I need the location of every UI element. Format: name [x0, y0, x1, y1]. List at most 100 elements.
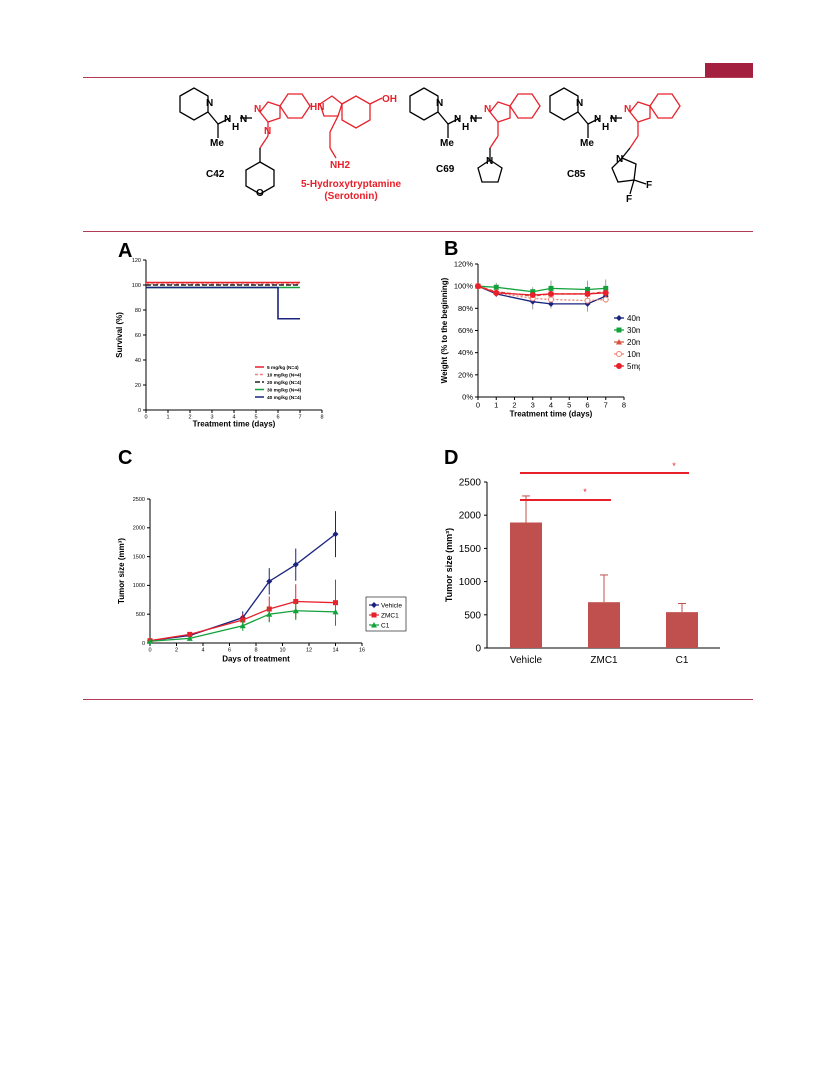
- legend-label: 30 mg/kg (N=4): [267, 388, 302, 394]
- legend-marker: [616, 327, 622, 333]
- svg-text:N: N: [486, 156, 493, 167]
- x-tick-label: 5: [254, 415, 257, 421]
- svg-text:N: N: [454, 114, 461, 125]
- x-tick-label: 6: [585, 401, 589, 410]
- data-point: [266, 578, 273, 585]
- legend-marker: [616, 363, 622, 369]
- svg-text:Me: Me: [440, 138, 454, 149]
- y-tick-label: 0: [138, 408, 141, 414]
- x-tick-label: 10: [279, 648, 285, 654]
- y-tick-label: 100: [132, 283, 141, 289]
- y-tick-label: 500: [464, 610, 481, 621]
- x-tick-label: 8: [254, 648, 257, 654]
- x-tick-label: 6: [228, 648, 231, 654]
- x-tick-label: 7: [298, 415, 301, 421]
- legend-label: 10 mg/kg (N=4): [267, 373, 302, 379]
- data-point: [584, 297, 591, 304]
- legend-label: 40 mg/kg (N=4): [267, 395, 302, 401]
- bar: [666, 612, 698, 648]
- svg-text:N: N: [624, 104, 631, 115]
- x-tick-label: 4: [201, 648, 204, 654]
- data-point: [187, 631, 193, 637]
- x-tick-label: 8: [622, 401, 626, 410]
- y-axis-title: Survival (%): [115, 312, 124, 358]
- svg-text:N: N: [610, 114, 617, 125]
- bottom-rule: [83, 699, 753, 700]
- data-point: [292, 561, 299, 568]
- chart-b: 0 1 2 3 4 5 6 7 80%20%40%60%80%100%120%Treatment…: [440, 260, 640, 419]
- label-serotonin: 5-Hydroxytryptamine: [300, 179, 402, 190]
- x-tick-label: 4: [549, 401, 553, 410]
- y-tick-label: 2000: [459, 511, 482, 522]
- x-tick-label: 1: [494, 401, 498, 410]
- x-tick-label: 3: [210, 415, 213, 421]
- data-point: [186, 635, 193, 641]
- data-point: [147, 638, 153, 644]
- x-tick-label: 7: [604, 401, 608, 410]
- data-point: [530, 289, 536, 295]
- svg-text:NH2: NH2: [330, 160, 350, 171]
- svg-text:N: N: [616, 154, 623, 165]
- x-tick-label: 16: [359, 648, 365, 654]
- label-c69: C69: [436, 164, 455, 175]
- svg-text:N: N: [436, 98, 443, 109]
- y-tick-label: 0: [142, 641, 145, 647]
- panel-letter-b: B: [444, 238, 459, 260]
- svg-text:Me: Me: [580, 138, 594, 149]
- data-point: [548, 300, 554, 307]
- svg-text:F: F: [646, 180, 652, 191]
- data-point: [266, 611, 273, 617]
- y-tick-label: 1000: [133, 583, 145, 589]
- y-tick-label: 20%: [458, 370, 473, 379]
- x-tick-label: C1: [676, 655, 689, 666]
- series-line: [146, 286, 300, 320]
- svg-text:H: H: [232, 122, 239, 133]
- svg-text:H: H: [602, 122, 609, 133]
- chemical-structures: N N H N N N Me O HN OH NH2 N N H N N N M…: [179, 87, 681, 205]
- x-tick-label: 0: [476, 401, 480, 410]
- series-line: [477, 285, 606, 293]
- y-axis-title: Tumor size (mm³): [444, 528, 454, 602]
- data-point: [333, 600, 338, 606]
- x-axis-title: Treatment time (days): [193, 420, 276, 429]
- data-point: [548, 285, 554, 291]
- y-tick-label: 40%: [458, 348, 473, 357]
- legend-label: ZMC1: [381, 613, 399, 620]
- svg-text:N: N: [224, 114, 231, 125]
- header-tab: [705, 63, 753, 77]
- panel-letter-d: D: [444, 447, 459, 469]
- legend-marker: [616, 351, 622, 357]
- significance-star: *: [672, 461, 676, 471]
- legend-marker: [616, 339, 622, 345]
- y-tick-label: 120%: [454, 260, 474, 269]
- legend-label: C1: [381, 623, 390, 630]
- x-tick-label: Vehicle: [510, 655, 543, 666]
- x-tick-label: 2: [175, 648, 178, 654]
- data-point: [240, 617, 246, 623]
- svg-text:N: N: [254, 104, 261, 115]
- data-point: [602, 289, 609, 296]
- y-axis-title: Tumor size (mm³): [117, 538, 126, 604]
- y-tick-label: 2000: [133, 526, 145, 532]
- legend-label: 5 mg/kg (N=4): [267, 365, 299, 371]
- y-tick-label: 20: [135, 383, 141, 389]
- data-point: [584, 290, 591, 297]
- series-line: [149, 533, 336, 642]
- y-tick-label: 60%: [458, 326, 473, 335]
- svg-text:N: N: [470, 114, 477, 125]
- panel-letter-c: C: [118, 447, 133, 469]
- x-tick-label: 2: [188, 415, 191, 421]
- svg-text:F: F: [626, 194, 632, 205]
- chart-d: 0 500 1000 1500 2000 2500 Tumor size (mm³) Vehi…: [444, 461, 720, 666]
- x-tick-label: 5: [567, 401, 571, 410]
- data-point: [332, 608, 339, 615]
- middle-rule: [83, 231, 753, 232]
- data-point: [602, 296, 609, 303]
- data-point: [548, 290, 554, 297]
- y-tick-label: 1500: [133, 554, 145, 560]
